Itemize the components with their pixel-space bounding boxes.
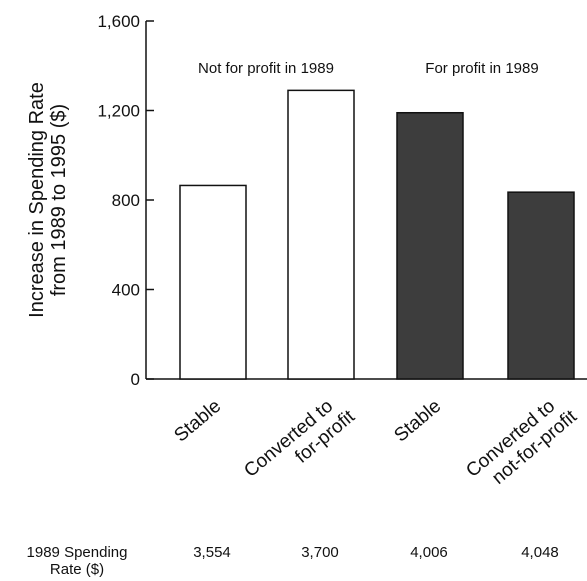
table-value: 4,048: [521, 544, 559, 561]
category-label: Converted tonot-for-profit: [462, 389, 581, 499]
category-label-line: Stable: [390, 396, 445, 447]
table-row-label-line: Rate ($): [50, 561, 104, 578]
y-tick-label: 0: [131, 370, 140, 389]
bar: [507, 191, 575, 380]
category-label-line: Stable: [170, 396, 225, 447]
table-value: 4,006: [410, 544, 448, 561]
y-tick-label: 1,200: [97, 102, 140, 121]
y-tick-label: 800: [112, 191, 140, 210]
bar: [396, 111, 464, 380]
table-value: 3,700: [301, 544, 339, 561]
bar: [179, 184, 247, 380]
y-axis-label-line: Increase in Spending Rate: [26, 82, 48, 318]
category-label: Stable: [390, 396, 445, 447]
y-tick-label: 400: [112, 281, 140, 300]
table-value: 3,554: [193, 544, 231, 561]
y-tick-label: 1,600: [97, 12, 140, 31]
group-label: Not for profit in 1989: [198, 60, 334, 77]
category-label: Converted tofor-profit: [240, 389, 359, 499]
group-label: For profit in 1989: [425, 60, 538, 77]
y-axis-label: Increase in Spending Ratefrom 1989 to 19…: [26, 82, 70, 318]
y-axis-label-line: from 1989 to 1995 ($): [48, 104, 70, 296]
table-row-label-line: 1989 Spending: [27, 544, 128, 561]
table-row-label: 1989 Spending Rate ($): [27, 544, 128, 578]
bar: [287, 89, 355, 380]
category-label: Stable: [170, 396, 225, 447]
